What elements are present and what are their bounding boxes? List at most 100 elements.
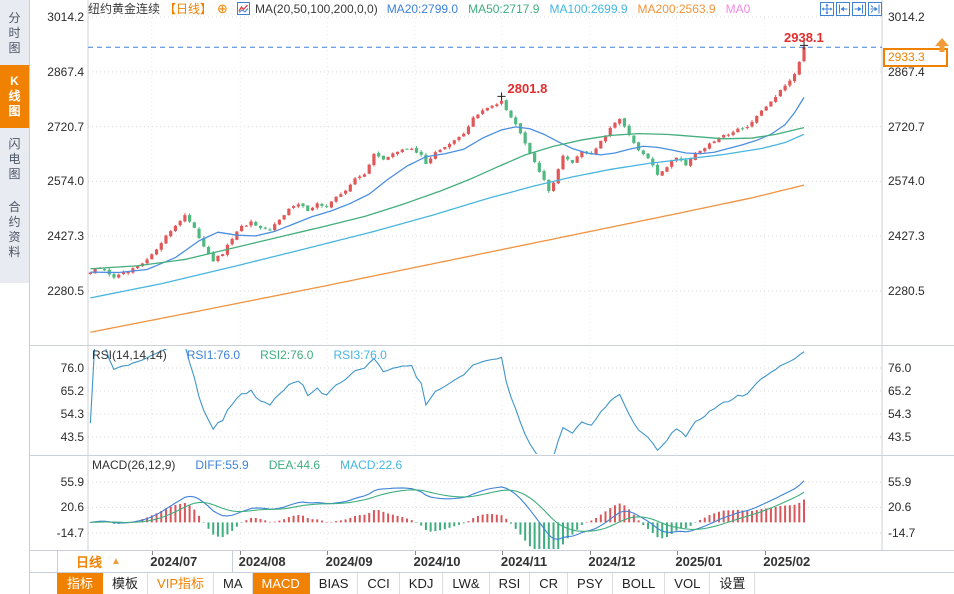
x-axis-tick — [151, 551, 153, 555]
toolbar-button-bias[interactable]: BIAS — [310, 573, 359, 594]
macd-dea-value: DEA:44.6 — [268, 458, 321, 472]
header-ma200-value: MA200:2563.9 — [637, 1, 716, 16]
toolbar-button-vol[interactable]: VOL — [665, 573, 711, 594]
x-axis-label: 2024/12 — [588, 554, 636, 569]
header-ma20-value: MA20:2799.0 — [386, 1, 459, 16]
y-axis-label: -14.7 — [56, 525, 84, 540]
rsi-rsi2-value: RSI2:76.0 — [260, 348, 314, 362]
y-axis-label: 2574.0 — [47, 174, 84, 189]
annotation-layer — [88, 41, 882, 101]
pan-left-icon[interactable] — [836, 2, 850, 16]
y-axis-label: 54.3 — [60, 407, 84, 422]
macd-macd-value: MACD:22.6 — [340, 458, 403, 472]
toolbar-button-vip-indicators[interactable]: VIP指标 — [148, 573, 214, 594]
sidebar-tab-flash-chart[interactable]: 闪电图 — [0, 128, 29, 191]
y-axis-label: 2720.7 — [47, 119, 84, 134]
period-tag[interactable]: 【日线】 — [164, 2, 213, 16]
toolbar-button-rsi[interactable]: RSI — [490, 573, 531, 594]
y-axis-label: 2280.5 — [47, 284, 84, 298]
y-axis-label: 3014.2 — [888, 10, 925, 24]
y-axis-label: 55.9 — [60, 475, 84, 489]
ma-line-ma20 — [90, 97, 805, 274]
macd-header: MACD(26,12,9) DIFF:55.9 DEA:44.6 MACD:22.6 — [92, 458, 402, 472]
ma-line-ma50 — [90, 126, 805, 270]
toolbar-button-kdj[interactable]: KDJ — [400, 573, 444, 594]
ma-line-ma100 — [90, 133, 805, 299]
sidebar-tab-label: 闪电图 — [8, 137, 21, 181]
sidebar-tab-time-chart[interactable]: 分时图 — [0, 2, 29, 65]
rsi-rsi3-value: RSI3:76.0 — [333, 348, 387, 362]
ma-params-label: MA(20,50,100,200,0,0) — [254, 1, 378, 16]
y-axis-label: 20.6 — [888, 500, 912, 515]
sidebar-tab-contract-info[interactable]: 合约资料 — [0, 191, 29, 269]
kline-style-icon[interactable] — [236, 2, 250, 15]
toolbar-button-templates[interactable]: 模板 — [103, 573, 149, 594]
jump-latest-icon[interactable] — [868, 2, 882, 16]
rsi-params-label: RSI(14,14,14) — [92, 348, 167, 362]
ma-values: MA20:2799.0 MA50:2717.9 MA100:2699.9 MA200:… — [387, 2, 751, 16]
rsi-header: RSI(14,14,14) RSI1:76.0 RSI2:76.0 RSI3:76.… — [92, 348, 387, 362]
symbol-name: 纽约黄金连续 — [88, 2, 161, 16]
ma-line-ma200 — [90, 184, 805, 333]
sidebar-tab-kline-chart[interactable]: K线图 — [0, 65, 29, 128]
y-axis-label: 3014.2 — [47, 10, 84, 24]
x-axis-label: 2024/09 — [325, 554, 373, 569]
x-axis-tick — [502, 551, 503, 555]
toolbar-button-boll[interactable]: BOLL — [613, 573, 666, 594]
last-price-box: 2933.3 — [883, 48, 948, 67]
y-axis-label: 2867.4 — [47, 64, 84, 79]
chart-header: 纽约黄金连续 【日线】 ⊕ MA(20,50,100,200,0,0) MA20… — [88, 0, 751, 17]
y-axis-label: 43.5 — [888, 430, 912, 444]
date-axis: 日线 ▲ 2024/07 2024/08 2024/09 2024/10 2024/11… — [30, 550, 954, 573]
y-axis-label: 55.9 — [888, 475, 912, 489]
y-axis-label: 2720.7 — [888, 119, 925, 134]
x-axis-label: 2025/01 — [675, 554, 723, 569]
y-axis-label: 54.3 — [888, 407, 912, 422]
x-axis-tick — [415, 551, 417, 555]
x-axis-tick — [676, 551, 678, 555]
sidebar-tab-label: 合约资料 — [8, 200, 21, 259]
y-axis-label: 76.0 — [60, 361, 84, 375]
candles-layer — [88, 45, 806, 333]
y-axis-label: 2427.3 — [47, 229, 84, 244]
y-axis-label: 76.0 — [888, 361, 912, 375]
toolbar-button-cr[interactable]: CR — [530, 573, 569, 594]
macd-dea-line — [90, 489, 805, 532]
toolbar-button-psy[interactable]: PSY — [568, 573, 614, 594]
x-axis-tick — [327, 551, 329, 555]
high-price-annotation: 2938.1 — [784, 30, 824, 46]
macd-params-label: MACD(26,12,9) — [92, 458, 176, 472]
macd-diff-value: DIFF:55.9 — [195, 458, 249, 472]
y-axis-label: 2574.0 — [888, 174, 925, 189]
up-arrow-icon[interactable] — [933, 36, 951, 54]
x-axis-tick — [240, 551, 242, 555]
macd-diff-line — [90, 480, 805, 540]
toolbar-button-macd[interactable]: MACD — [252, 573, 310, 594]
x-axis-label: 2024/10 — [413, 554, 461, 569]
sidebar: 分时图 K线图闪电图合约资料 — [0, 0, 30, 594]
y-axis-label: 2280.5 — [888, 284, 925, 298]
sidebar-tab-label: K线图 — [8, 74, 21, 118]
y-axis-label: 2427.3 — [888, 229, 925, 244]
header-ma0-value: MA0 — [725, 1, 751, 16]
toolbar-button-indicators[interactable]: 指标 — [57, 573, 104, 594]
x-axis-tick — [589, 551, 591, 555]
header-ma50-value: MA50:2717.9 — [468, 1, 540, 16]
chart-corner-toolbar — [820, 2, 882, 16]
toolbar-button-ma[interactable]: MA — [214, 573, 253, 594]
circle-plus-icon[interactable]: ⊕ — [217, 0, 228, 16]
toolbar-button-cci[interactable]: CCI — [358, 573, 400, 594]
peak-price-annotation: 2801.8 — [507, 81, 548, 97]
period-selector[interactable]: 日线 ▲ — [57, 551, 233, 572]
pan-right-icon[interactable] — [852, 2, 866, 16]
macd-layer — [89, 480, 806, 549]
toolbar-button-lw[interactable]: LW& — [443, 573, 490, 594]
crosshair-icon[interactable] — [820, 2, 834, 16]
toolbar-button-settings[interactable]: 设置 — [710, 573, 756, 594]
y-axis-label: 43.5 — [60, 430, 84, 444]
sidebar-tabs: 分时图 K线图闪电图合约资料 — [0, 0, 29, 283]
rsi-rsi1-value: RSI1:76.0 — [186, 348, 241, 362]
